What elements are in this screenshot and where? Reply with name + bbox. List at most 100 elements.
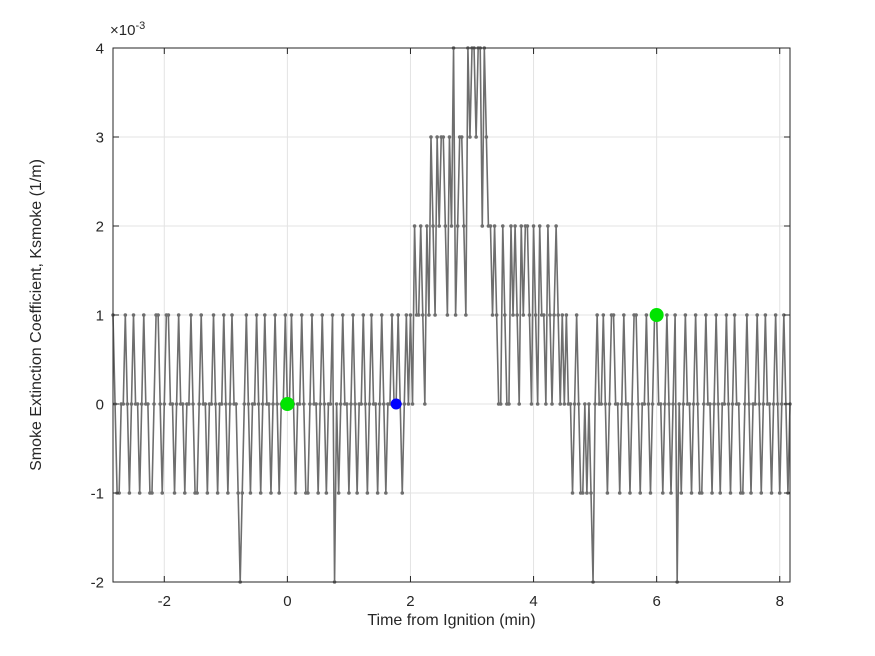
x-tick-label: 2 xyxy=(406,593,414,610)
data-point-marker xyxy=(230,313,234,317)
data-point-marker xyxy=(256,402,261,406)
data-point-marker xyxy=(564,313,569,317)
data-point-marker xyxy=(369,313,374,317)
x-tick-label: 0 xyxy=(283,593,291,610)
data-point-marker xyxy=(205,491,210,495)
data-point-marker xyxy=(595,313,599,317)
data-point-marker xyxy=(263,313,267,317)
data-point-marker xyxy=(297,402,302,406)
data-point-marker xyxy=(679,491,684,495)
data-point-marker xyxy=(425,224,429,228)
data-point-marker xyxy=(129,402,134,406)
data-point-marker xyxy=(353,402,357,406)
data-point-marker xyxy=(248,491,253,495)
data-point-marker xyxy=(117,491,121,495)
data-point-marker xyxy=(626,402,630,406)
data-point-marker xyxy=(209,402,214,406)
data-point-marker xyxy=(308,402,312,406)
data-point-marker xyxy=(137,491,142,495)
data-point-marker xyxy=(150,491,154,495)
data-point-marker xyxy=(603,402,608,406)
y-tick-label: 0 xyxy=(96,397,104,414)
data-point-marker xyxy=(517,402,521,406)
data-point-marker xyxy=(562,402,567,406)
data-point-marker xyxy=(447,135,452,139)
data-point-marker xyxy=(123,313,128,317)
y-axis-exponent-label: ×10-3 xyxy=(110,20,145,39)
data-point-marker xyxy=(474,135,478,139)
data-point-marker xyxy=(330,313,335,317)
data-point-marker xyxy=(377,402,382,406)
data-point-marker xyxy=(708,402,712,406)
data-point-marker xyxy=(404,313,409,317)
data-point-marker xyxy=(527,313,532,317)
data-point-marker xyxy=(236,491,240,495)
data-point-marker xyxy=(213,402,218,406)
data-point-marker xyxy=(507,402,511,406)
data-point-marker xyxy=(183,491,187,495)
data-point-marker xyxy=(152,402,156,406)
data-point-marker xyxy=(367,402,372,406)
data-point-marker xyxy=(410,402,415,406)
blue-marker xyxy=(390,398,402,410)
data-point-marker xyxy=(529,402,534,406)
data-point-marker xyxy=(583,402,587,406)
data-point-marker xyxy=(258,491,263,495)
data-point-marker xyxy=(166,313,171,317)
y-axis-exponent-power: -3 xyxy=(135,20,146,32)
data-point-marker xyxy=(464,313,468,317)
x-tick-label: 8 xyxy=(776,593,784,610)
data-point-marker xyxy=(373,402,378,406)
data-point-marker xyxy=(747,402,751,406)
data-point-marker xyxy=(556,313,560,317)
data-point-marker xyxy=(574,313,579,317)
data-point-marker xyxy=(757,402,762,406)
data-point-marker xyxy=(191,402,195,406)
data-point-marker xyxy=(345,402,349,406)
data-point-marker xyxy=(269,491,273,495)
data-point-marker xyxy=(488,224,493,228)
data-point-marker xyxy=(310,313,314,317)
data-point-marker xyxy=(242,402,247,406)
green-marker-1 xyxy=(280,397,295,411)
data-point-marker xyxy=(587,402,591,406)
data-point-marker xyxy=(503,313,507,317)
data-point-marker xyxy=(763,313,768,317)
data-point-marker xyxy=(324,491,329,495)
data-point-marker xyxy=(550,402,554,406)
data-point-marker xyxy=(558,402,563,406)
data-point-marker xyxy=(365,491,370,495)
y-tick-label: 4 xyxy=(96,41,104,58)
data-point-marker xyxy=(423,402,427,406)
data-point-marker xyxy=(498,402,503,406)
data-point-marker xyxy=(759,491,764,495)
data-point-marker xyxy=(779,402,784,406)
data-point-marker xyxy=(636,402,640,406)
data-point-marker xyxy=(745,313,749,317)
data-point-marker xyxy=(412,224,417,228)
data-point-marker xyxy=(658,402,663,406)
data-point-marker xyxy=(293,491,298,495)
data-point-marker xyxy=(722,402,727,406)
data-point-marker xyxy=(761,402,766,406)
data-point-marker xyxy=(203,402,208,406)
data-point-marker xyxy=(224,402,228,406)
data-point-marker xyxy=(693,313,698,317)
data-point-marker xyxy=(328,402,333,406)
data-point-marker xyxy=(160,491,165,495)
data-point-marker xyxy=(554,224,558,228)
data-point-marker xyxy=(306,491,310,495)
data-point-marker xyxy=(215,491,220,495)
data-point-marker xyxy=(755,313,759,317)
data-point-marker xyxy=(775,402,780,406)
data-point-marker xyxy=(382,402,386,406)
data-point-marker xyxy=(683,313,688,317)
data-point-marker xyxy=(252,402,257,406)
data-point-marker xyxy=(515,313,519,317)
data-point-marker xyxy=(736,402,741,406)
data-point-marker xyxy=(509,224,513,228)
data-point-marker xyxy=(730,402,735,406)
data-point-marker xyxy=(396,313,400,317)
data-point-marker xyxy=(429,135,433,139)
data-point-marker xyxy=(601,313,606,317)
